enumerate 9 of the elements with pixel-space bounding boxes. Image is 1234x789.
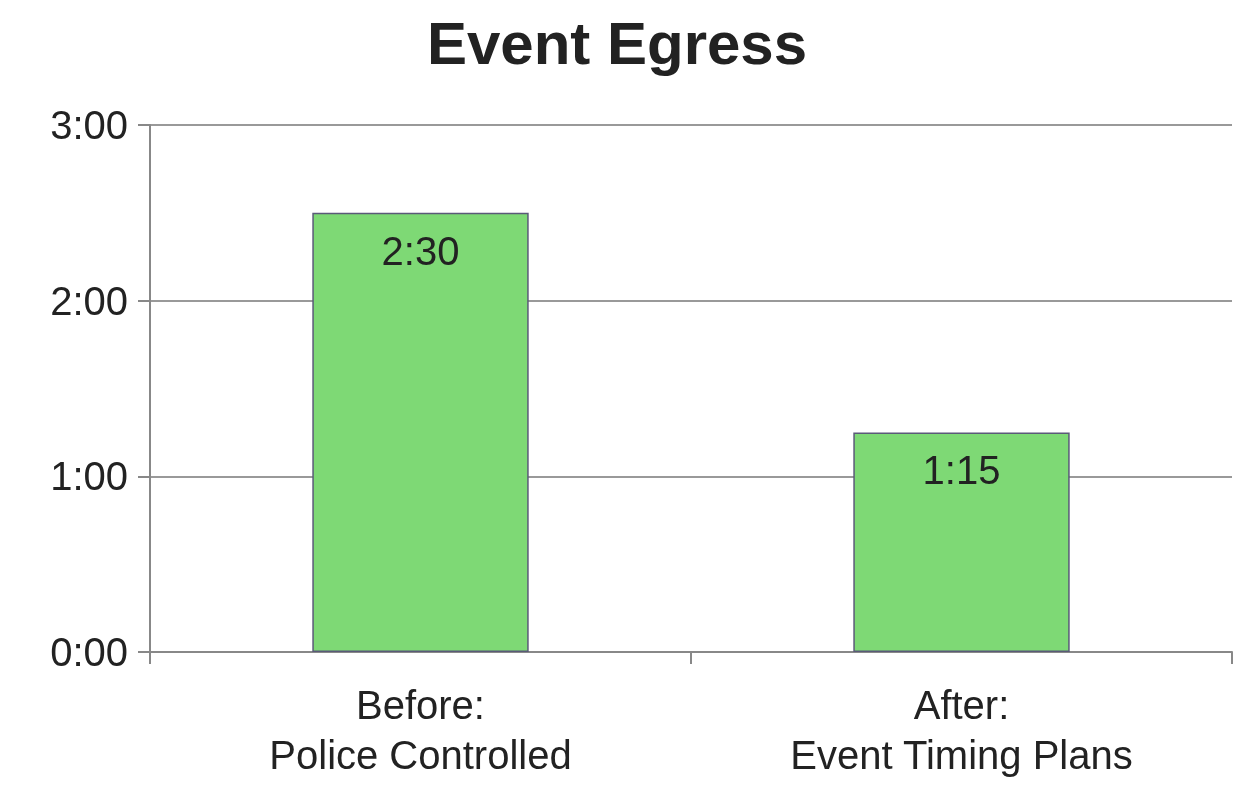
y-tick-label: 2:00 [50, 278, 128, 323]
x-tick-label: After: Event Timing Plans [790, 683, 1133, 777]
data-label: 1:15 [922, 448, 1001, 493]
y-tick-label: 3:00 [50, 103, 128, 147]
data-label: 2:30 [381, 228, 460, 273]
x-tick-label: Before: Police Controlled [269, 683, 572, 777]
chart-title: Event Egress [426, 9, 808, 77]
y-tick-label: 0:00 [50, 630, 128, 674]
y-tick-label: 1:00 [50, 454, 128, 499]
